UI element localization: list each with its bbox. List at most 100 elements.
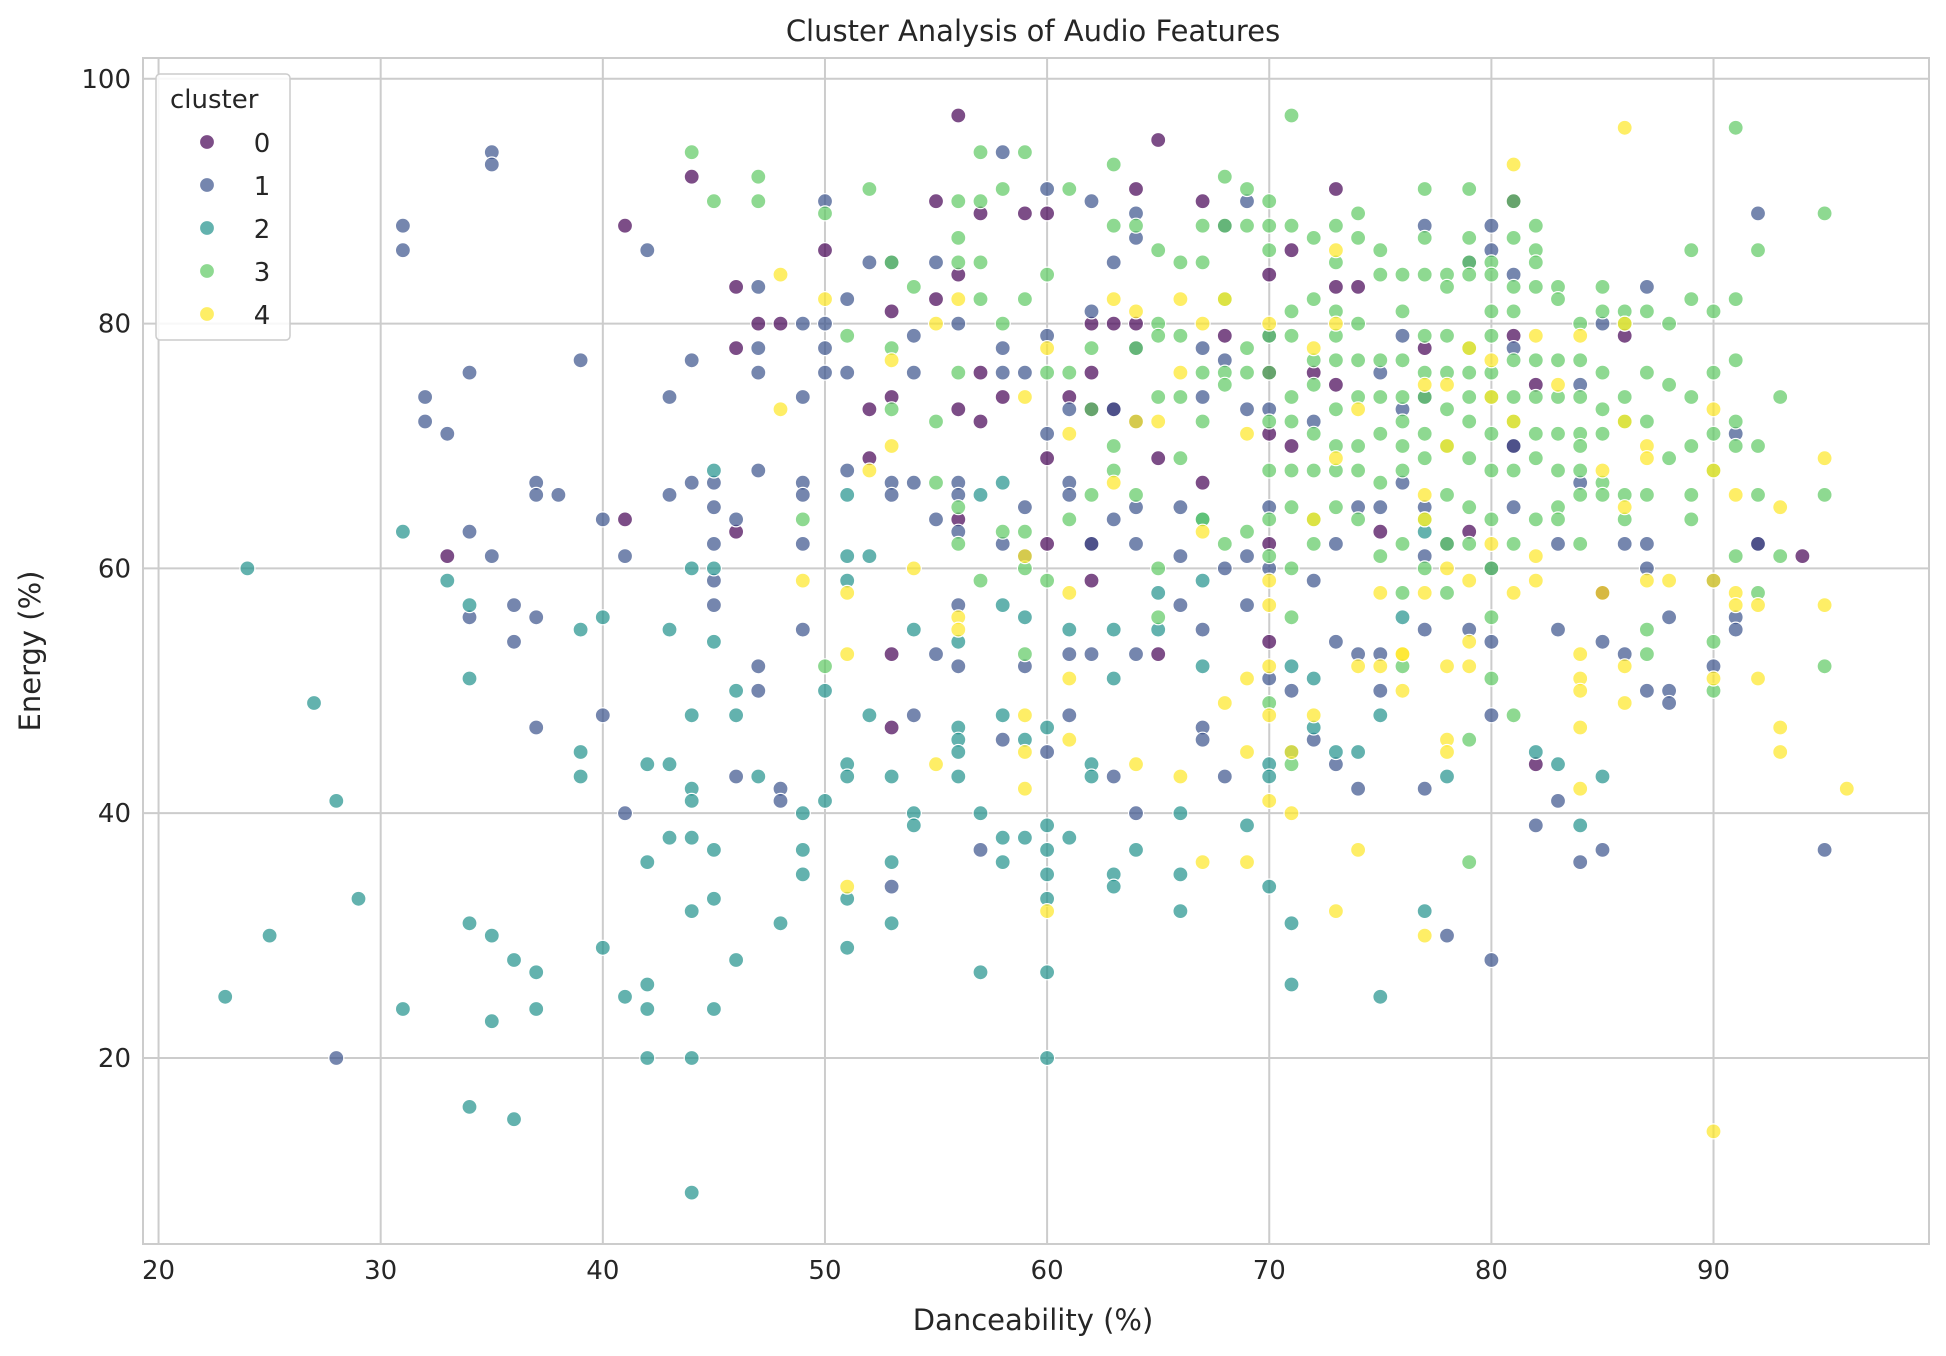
data-point-cluster-1 — [794, 486, 811, 503]
data-point-cluster-3 — [1505, 352, 1522, 369]
data-point-cluster-3 — [1438, 401, 1456, 418]
data-point-cluster-1 — [461, 364, 478, 381]
y-tick-label: 100 — [81, 65, 131, 95]
data-point-cluster-1 — [1038, 425, 1056, 442]
data-point-cluster-4 — [1416, 511, 1433, 528]
data-point-cluster-3 — [1372, 388, 1389, 406]
legend-label: 2 — [254, 215, 271, 245]
data-point-cluster-3 — [1816, 205, 1833, 222]
data-point-cluster-3 — [1194, 254, 1211, 271]
data-point-cluster-4 — [1127, 413, 1145, 430]
data-point-cluster-3 — [1394, 266, 1411, 283]
data-point-cluster-4 — [1705, 462, 1722, 479]
data-point-cluster-1 — [727, 511, 745, 528]
data-point-cluster-1 — [1638, 278, 1656, 295]
data-point-cluster-4 — [1327, 315, 1345, 332]
data-point-cluster-1 — [1327, 633, 1345, 650]
legend-label: 4 — [254, 301, 271, 331]
data-point-cluster-3 — [1261, 193, 1278, 210]
data-point-cluster-3 — [1083, 401, 1100, 418]
data-point-cluster-4 — [950, 621, 967, 638]
data-point-cluster-1 — [1349, 780, 1367, 797]
data-point-cluster-1 — [1127, 535, 1145, 553]
data-point-cluster-3 — [1594, 278, 1611, 295]
data-point-cluster-1 — [1238, 596, 1256, 614]
data-point-cluster-0 — [1150, 131, 1167, 149]
data-point-cluster-4 — [1194, 315, 1211, 332]
data-point-cluster-3 — [1327, 499, 1345, 516]
data-point-cluster-1 — [1105, 511, 1122, 528]
data-point-cluster-1 — [1172, 596, 1189, 614]
grid — [143, 58, 1929, 1244]
data-point-cluster-4 — [794, 572, 811, 589]
data-point-cluster-4 — [1238, 853, 1256, 871]
data-point-cluster-4 — [1394, 682, 1411, 699]
data-point-cluster-1 — [1638, 535, 1656, 553]
data-point-cluster-4 — [1172, 768, 1189, 785]
data-point-cluster-2 — [683, 707, 700, 724]
data-point-cluster-2 — [594, 939, 611, 956]
data-point-cluster-1 — [1483, 951, 1500, 969]
data-point-cluster-4 — [1505, 156, 1522, 173]
data-point-cluster-3 — [1372, 547, 1389, 565]
data-point-cluster-4 — [1416, 376, 1433, 393]
data-point-cluster-0 — [1016, 205, 1034, 222]
x-tick-labels: 20 30 40 50 60 70 80 90 — [142, 1256, 1730, 1286]
data-point-cluster-3 — [1594, 401, 1611, 418]
data-point-cluster-4 — [1483, 388, 1500, 406]
data-point-cluster-1 — [905, 364, 922, 381]
x-axis-label: Danceability (%) — [913, 1303, 1154, 1337]
data-point-cluster-1 — [750, 278, 767, 295]
legend-marker — [198, 176, 216, 194]
data-point-cluster-3 — [1483, 511, 1500, 528]
data-point-cluster-2 — [528, 964, 545, 981]
data-point-cluster-2 — [683, 560, 700, 577]
data-point-cluster-4 — [1527, 547, 1544, 565]
data-point-cluster-3 — [1283, 327, 1300, 344]
data-point-cluster-2 — [572, 621, 589, 638]
data-point-cluster-3 — [1483, 670, 1500, 687]
data-point-cluster-1 — [794, 315, 811, 332]
data-point-cluster-1 — [1816, 841, 1833, 859]
data-point-cluster-3 — [1394, 584, 1411, 602]
data-point-cluster-1 — [1749, 205, 1767, 222]
data-point-cluster-1 — [1327, 535, 1345, 553]
data-point-cluster-1 — [1061, 645, 1078, 663]
data-point-cluster-2 — [1038, 866, 1056, 883]
data-point-cluster-0 — [1083, 572, 1100, 589]
data-point-cluster-4 — [1305, 511, 1322, 528]
data-point-cluster-2 — [772, 915, 789, 932]
data-point-cluster-1 — [794, 535, 811, 553]
data-point-cluster-2 — [1105, 621, 1122, 638]
data-point-cluster-2 — [1038, 1049, 1056, 1067]
data-point-cluster-3 — [1727, 119, 1744, 136]
data-point-cluster-1 — [1061, 707, 1078, 724]
chart-title: Cluster Analysis of Audio Features — [786, 14, 1280, 48]
data-point-cluster-2 — [1549, 756, 1567, 773]
data-point-cluster-1 — [528, 609, 545, 626]
data-point-cluster-3 — [1705, 425, 1722, 442]
data-point-cluster-1 — [1105, 768, 1122, 785]
data-point-cluster-3 — [883, 254, 900, 271]
data-point-cluster-2 — [350, 890, 367, 907]
data-point-cluster-2 — [861, 547, 878, 565]
data-point-cluster-3 — [1527, 388, 1544, 406]
data-point-cluster-2 — [683, 829, 700, 846]
data-point-cluster-1 — [1194, 388, 1211, 406]
data-point-cluster-3 — [1016, 523, 1034, 540]
data-point-cluster-2 — [1038, 841, 1056, 859]
data-point-cluster-4 — [772, 401, 789, 418]
data-point-cluster-0 — [1327, 376, 1345, 393]
y-tick-labels: 20 40 60 80 100 — [81, 65, 131, 1074]
data-point-cluster-3 — [1505, 229, 1522, 246]
data-point-cluster-4 — [1705, 1123, 1722, 1140]
data-point-cluster-2 — [639, 853, 656, 871]
data-point-cluster-2 — [972, 486, 989, 503]
data-point-cluster-4 — [1016, 743, 1034, 761]
data-point-cluster-2 — [1127, 841, 1145, 859]
data-point-cluster-3 — [1349, 352, 1367, 369]
data-point-cluster-4 — [1816, 450, 1833, 467]
data-point-cluster-4 — [1594, 584, 1611, 602]
data-point-cluster-3 — [1238, 340, 1256, 357]
